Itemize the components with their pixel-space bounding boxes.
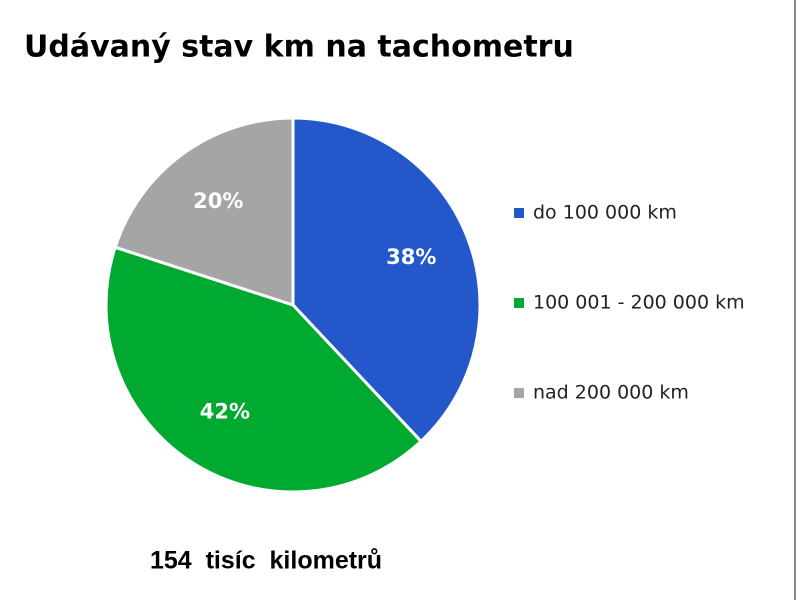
- chart-title: Udávaný stav km na tachometru: [24, 30, 574, 65]
- pie-slice: [291, 116, 482, 444]
- value-label: 38%: [386, 245, 436, 269]
- legend-label: do 100 000 km: [533, 202, 677, 224]
- value-label: 20%: [193, 189, 243, 213]
- legend-label: nad 200 000 km: [533, 382, 689, 404]
- value-label: 42%: [200, 399, 250, 423]
- legend-swatch: [514, 298, 524, 308]
- legend-label: 100 001 - 200 000 km: [533, 292, 745, 314]
- legend-swatch: [514, 208, 524, 218]
- annotation: 154 tisíc kilometrů: [150, 547, 382, 575]
- pie-slice: [104, 245, 424, 494]
- pie-slice: [113, 116, 295, 308]
- legend-swatch: [514, 388, 524, 398]
